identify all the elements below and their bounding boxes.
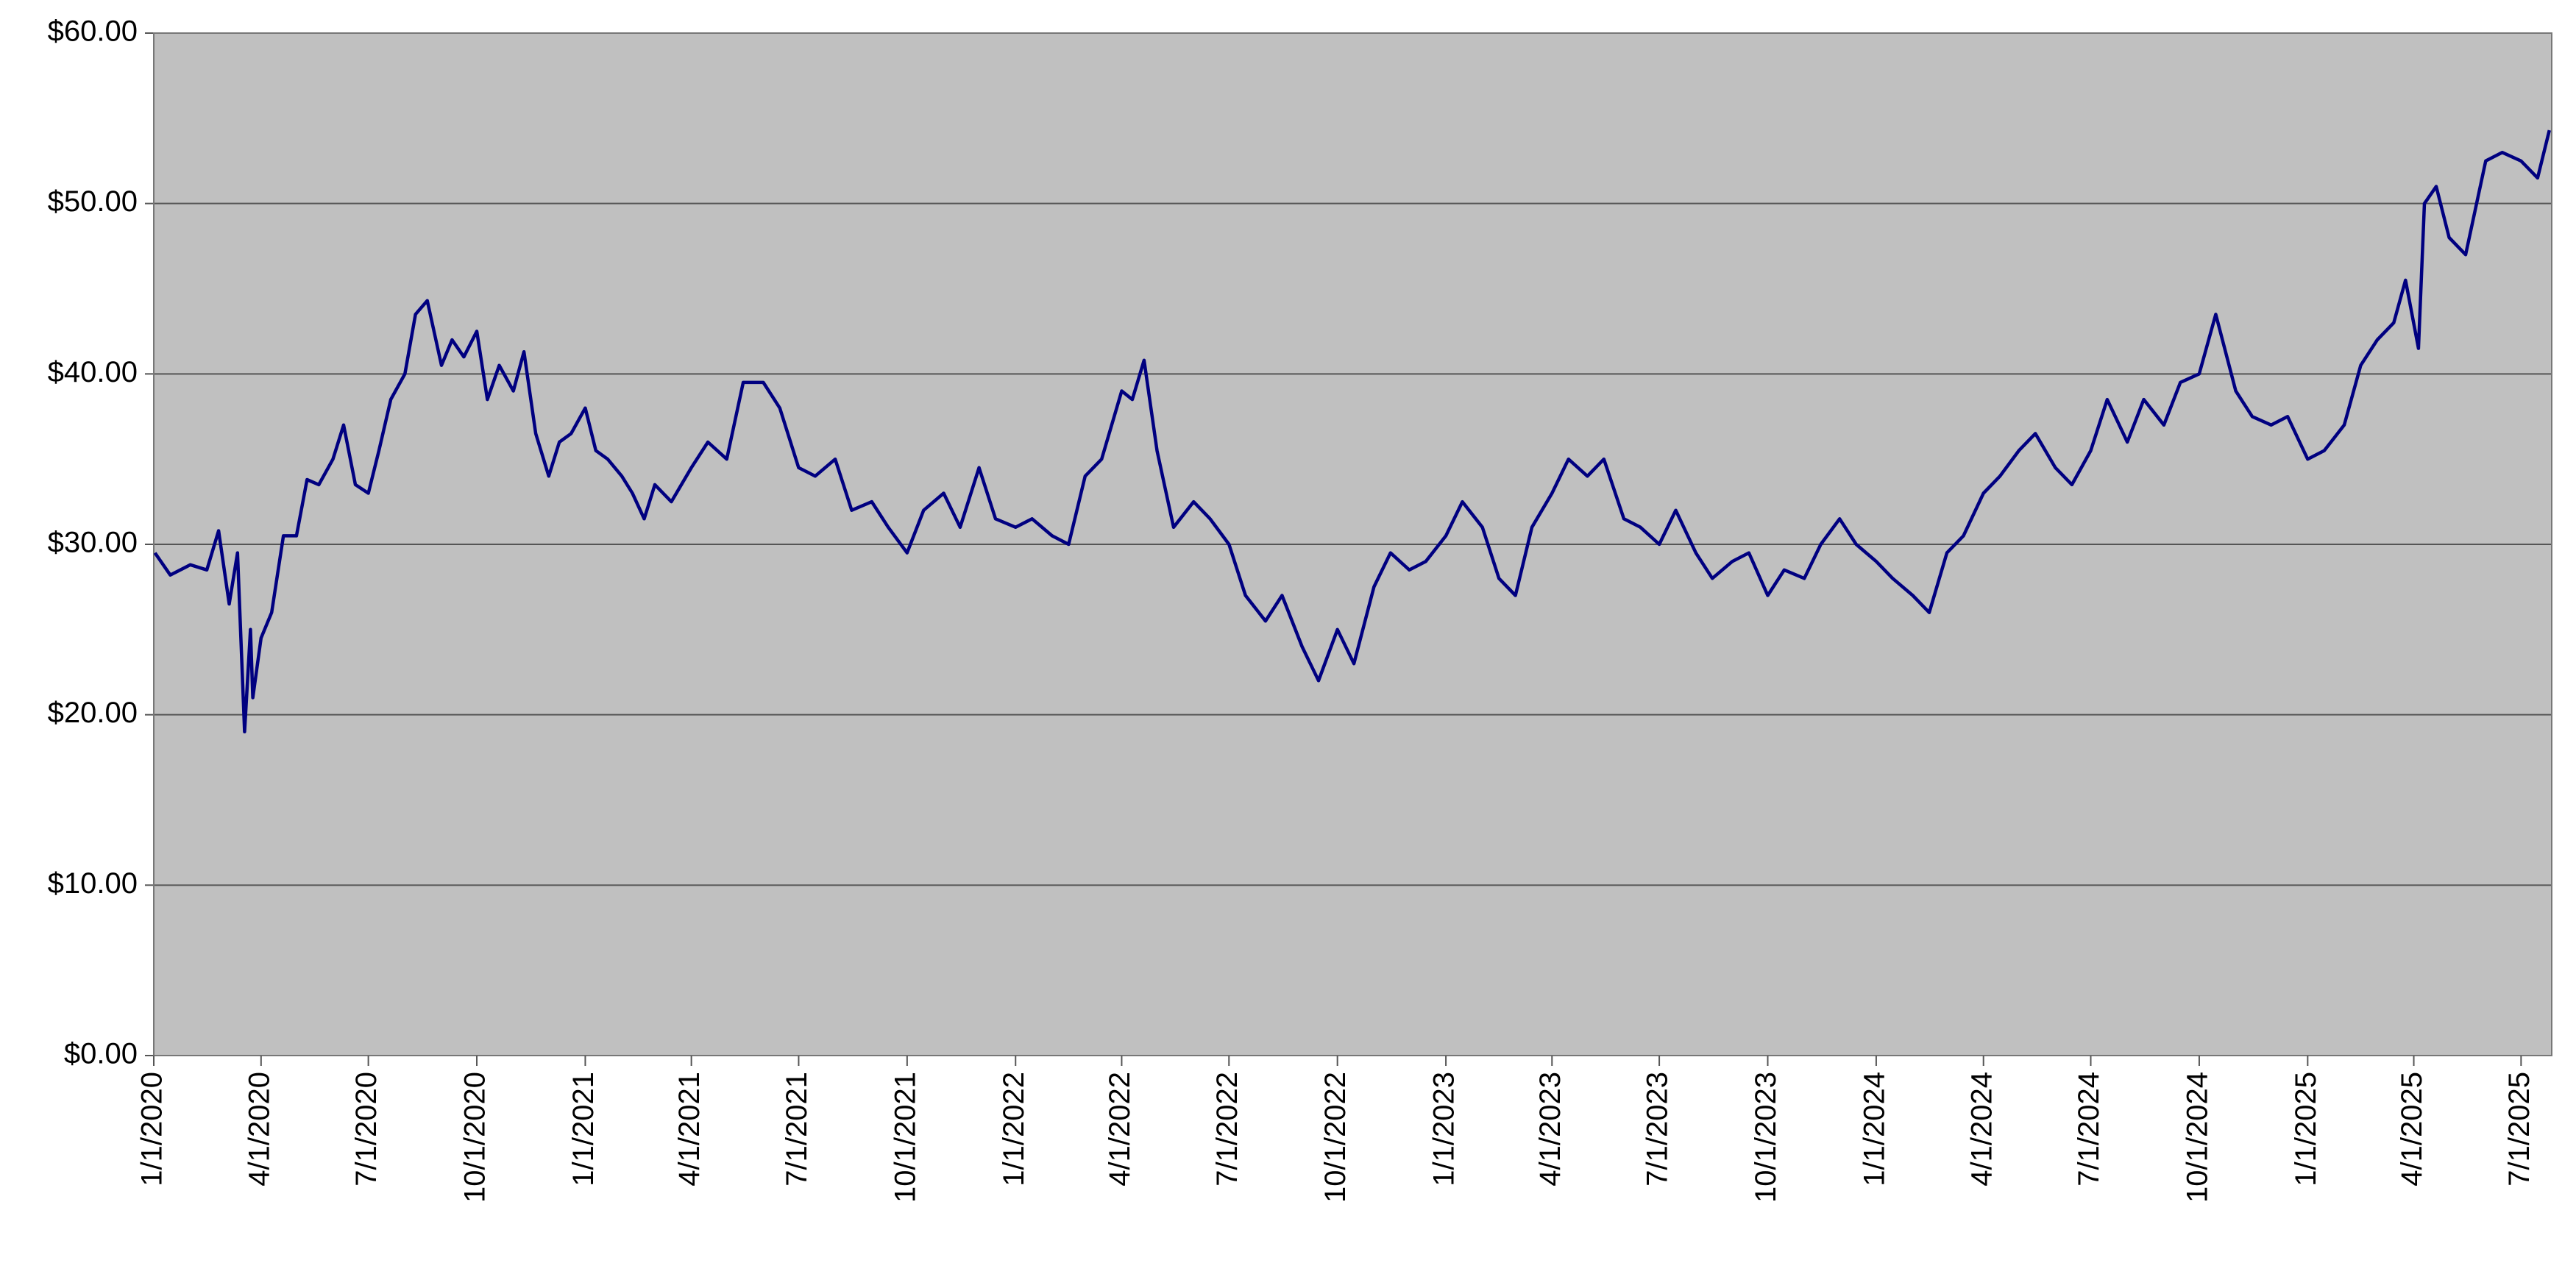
- x-tick-label: 4/1/2023: [1534, 1072, 1566, 1186]
- x-tick-label: 4/1/2024: [1965, 1072, 1998, 1186]
- x-tick-label: 10/1/2021: [889, 1072, 921, 1203]
- x-tick-label: 7/1/2023: [1642, 1072, 1674, 1186]
- x-tick-label: 7/1/2022: [1211, 1072, 1243, 1186]
- x-tick-label: 1/1/2023: [1428, 1072, 1461, 1186]
- y-tick-label: $10.00: [48, 867, 138, 900]
- x-tick-label: 4/1/2021: [673, 1072, 706, 1186]
- x-tick-label: 7/1/2020: [350, 1072, 383, 1186]
- x-tick-label: 1/1/2020: [136, 1072, 168, 1186]
- x-tick-label: 1/1/2024: [1858, 1072, 1890, 1186]
- x-tick-label: 10/1/2020: [459, 1072, 492, 1203]
- x-tick-label: 1/1/2021: [567, 1072, 600, 1186]
- y-tick-label: $50.00: [48, 185, 138, 218]
- x-tick-label: 7/1/2025: [2503, 1072, 2536, 1186]
- x-tick-label: 10/1/2024: [2181, 1072, 2213, 1203]
- x-tick-label: 10/1/2022: [1319, 1072, 1352, 1203]
- y-tick-label: $30.00: [48, 527, 138, 559]
- x-tick-label: 4/1/2025: [2396, 1072, 2428, 1186]
- x-tick-label: 1/1/2022: [998, 1072, 1030, 1186]
- y-tick-label: $40.00: [48, 356, 138, 388]
- plot-border: [153, 32, 2552, 1056]
- x-tick-label: 7/1/2021: [781, 1072, 813, 1186]
- y-tick-label: $0.00: [64, 1038, 138, 1070]
- x-tick-label: 7/1/2024: [2073, 1072, 2105, 1186]
- y-tick-label: $60.00: [48, 15, 138, 48]
- x-tick-label: 4/1/2020: [243, 1072, 275, 1186]
- price-line: [153, 129, 2551, 734]
- x-tick-label: 4/1/2022: [1104, 1072, 1136, 1186]
- y-tick-label: $20.00: [48, 697, 138, 729]
- x-tick-label: 1/1/2025: [2290, 1072, 2322, 1186]
- x-tick-label: 10/1/2023: [1750, 1072, 1782, 1203]
